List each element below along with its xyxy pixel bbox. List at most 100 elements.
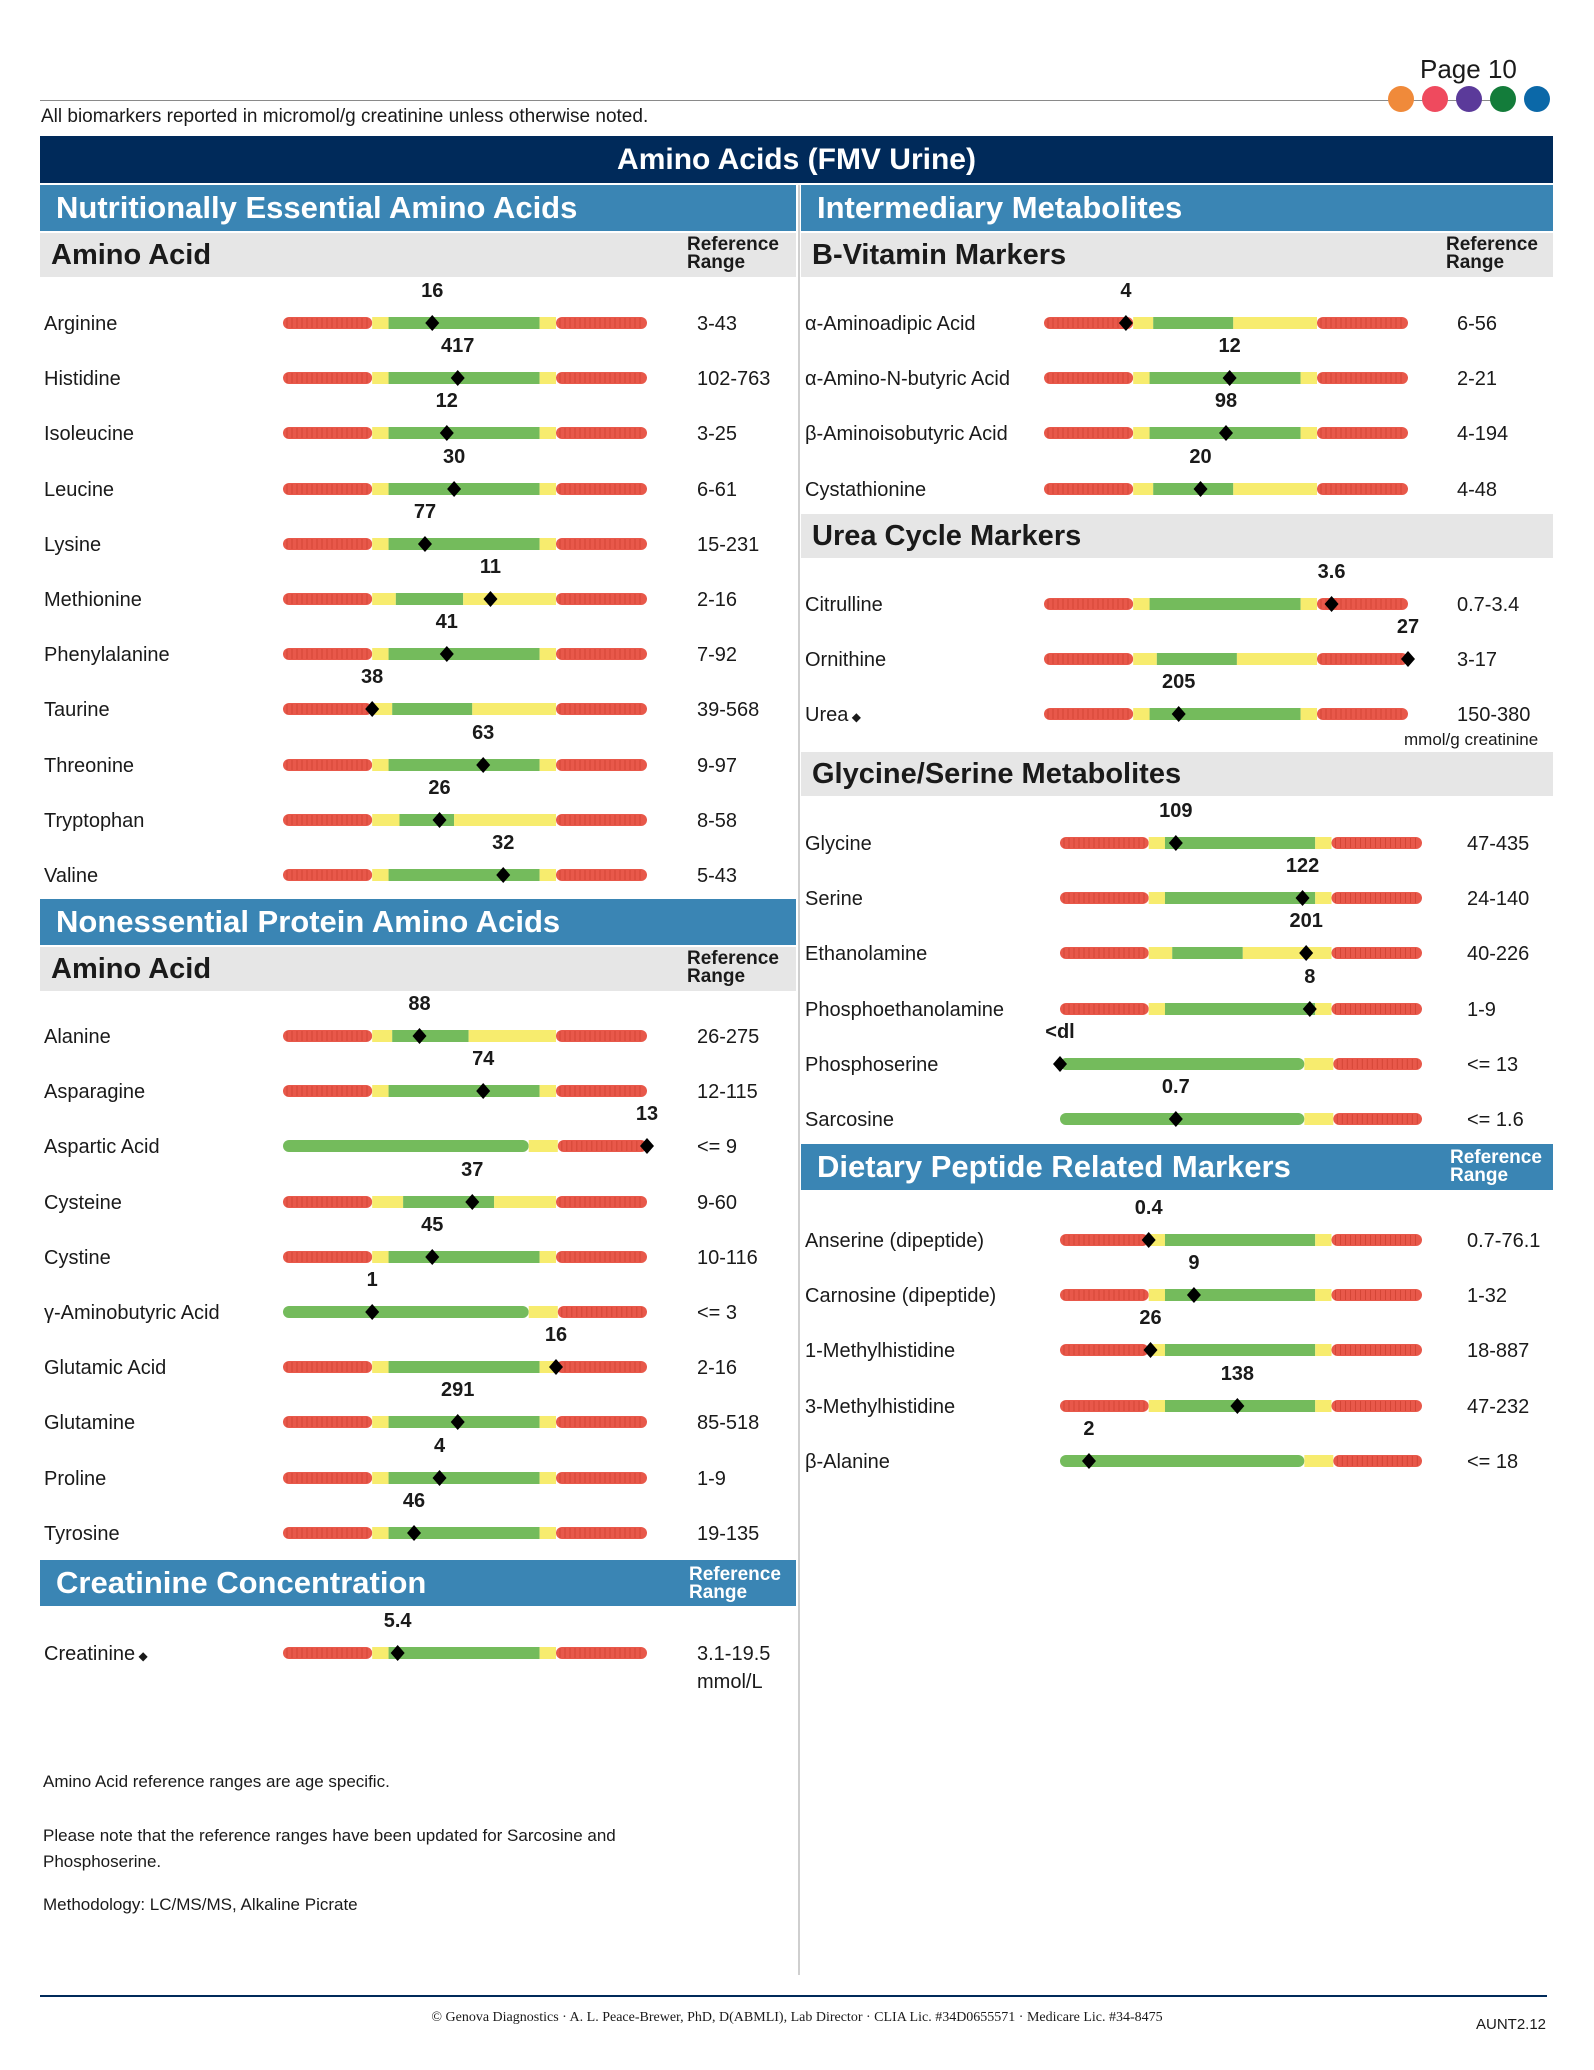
green-zone <box>1149 708 1301 721</box>
green-zone <box>388 758 540 771</box>
yellow-zone <box>372 1416 389 1429</box>
result-marker <box>1168 1111 1183 1127</box>
red-zone <box>283 317 373 329</box>
yellow-zone <box>372 813 400 826</box>
range-bar <box>1044 596 1408 612</box>
yellow-zone <box>472 703 556 716</box>
range-bar <box>283 756 647 773</box>
yellow-zone <box>539 648 556 661</box>
yellow-zone <box>528 1140 558 1153</box>
green-zone <box>1164 1344 1316 1357</box>
reference-range: 9-97 <box>697 754 738 777</box>
creatinine-reference-header: Reference Range <box>689 1565 781 1602</box>
result-value: 205 <box>1161 671 1196 694</box>
yellow-zone <box>539 482 556 495</box>
red-zone <box>1331 837 1422 849</box>
brand-dot-orange <box>1388 86 1414 112</box>
yellow-zone <box>539 1526 556 1539</box>
green-zone <box>1164 892 1316 905</box>
analyte-name: Citrulline <box>805 594 883 616</box>
green-zone <box>388 537 540 550</box>
range-bar <box>1044 315 1408 331</box>
reference-range: 24-140 <box>1467 888 1530 911</box>
red-zone <box>283 1195 373 1208</box>
analyte-name: Phosphoserine <box>805 1053 939 1076</box>
analyte-name: Tryptophan <box>44 809 145 832</box>
yellow-zone <box>539 1085 556 1098</box>
result-marker <box>1299 945 1314 962</box>
reference-range: 4-48 <box>1457 478 1498 501</box>
result-value: 13 <box>635 1103 659 1126</box>
analyte-name: Methionine <box>44 589 142 611</box>
brand-dot-pink <box>1422 86 1448 112</box>
yellow-zone <box>539 1416 556 1429</box>
yellow-zone <box>1148 837 1165 849</box>
range-bar <box>1053 1055 1422 1072</box>
urea-unit-note: mmol/g creatinine <box>1404 730 1539 749</box>
reference-range: 3-25 <box>697 423 738 446</box>
analyte-name: γ-Aminobutyric Acid <box>44 1302 220 1324</box>
red-zone <box>556 1085 647 1098</box>
creatinine-section-header: Creatinine Concentration <box>40 1560 796 1606</box>
range-bar <box>283 1359 647 1376</box>
red-zone <box>1331 947 1422 960</box>
result-value: 8 <box>1304 965 1316 988</box>
green-zone <box>1060 1454 1305 1467</box>
analyte-name: Ornithine <box>805 649 887 672</box>
analyte-name: Creatinine ◆ <box>44 1643 148 1665</box>
yellow-zone <box>1133 372 1150 385</box>
result-marker <box>1295 890 1310 907</box>
green-zone <box>388 648 540 661</box>
analyte-name: Tyrosine <box>44 1522 120 1545</box>
result-value: 417 <box>441 335 475 358</box>
result-marker <box>483 591 498 607</box>
result-value: 20 <box>1189 445 1212 468</box>
amino-acid-label: Amino Acid <box>51 239 212 271</box>
red-zone <box>556 1250 647 1263</box>
yellow-zone <box>372 1085 389 1098</box>
result-value: 41 <box>435 611 458 634</box>
column-divider <box>798 185 800 1975</box>
reference-range: 102-763 <box>697 368 771 391</box>
brand-dot-blue <box>1524 86 1550 112</box>
yellow-zone <box>468 1030 556 1042</box>
green-zone <box>388 1647 540 1659</box>
result-value: 45 <box>421 1213 444 1236</box>
essential-column-header: Amino Acid <box>40 233 796 277</box>
analyte-name: Cystathionine <box>805 478 927 501</box>
red-zone <box>283 1647 373 1659</box>
range-label: Range <box>1450 1165 1509 1186</box>
result-value: 30 <box>442 445 466 468</box>
analyte-name: Serine <box>805 888 863 911</box>
red-zone <box>556 537 647 550</box>
yellow-zone <box>1133 653 1157 666</box>
footnote-methodology: Methodology: LC/MS/MS, Alkaline Picrate <box>43 1895 358 1914</box>
bvitamin-header: B-Vitamin Markers <box>801 233 1553 277</box>
yellow-zone <box>539 427 556 440</box>
green-zone <box>1172 947 1243 960</box>
reference-label: Reference <box>1446 234 1538 255</box>
analyte-name: Valine <box>44 865 99 887</box>
red-zone <box>283 813 373 826</box>
red-zone <box>556 317 647 329</box>
result-value: 26 <box>428 776 451 799</box>
yellow-zone <box>454 813 556 826</box>
analyte-name: Alanine <box>44 1026 111 1048</box>
yellow-zone <box>1315 1289 1332 1302</box>
range-bar <box>1044 651 1415 668</box>
yellow-zone <box>1133 482 1154 495</box>
result-marker <box>1230 1397 1245 1414</box>
green-zone <box>403 1195 495 1208</box>
analyte-name: Cystine <box>44 1246 111 1269</box>
analyte-name: Proline <box>44 1467 107 1490</box>
yellow-zone <box>1315 1234 1332 1246</box>
red-zone <box>283 869 373 881</box>
yellow-zone <box>372 1030 393 1042</box>
yellow-zone <box>372 1471 389 1484</box>
red-zone <box>1331 1002 1422 1015</box>
yellow-zone <box>539 869 556 881</box>
green-zone <box>388 427 540 440</box>
green-zone <box>283 1140 529 1153</box>
analyte-name: Asparagine <box>44 1081 146 1104</box>
red-zone <box>283 1250 373 1263</box>
